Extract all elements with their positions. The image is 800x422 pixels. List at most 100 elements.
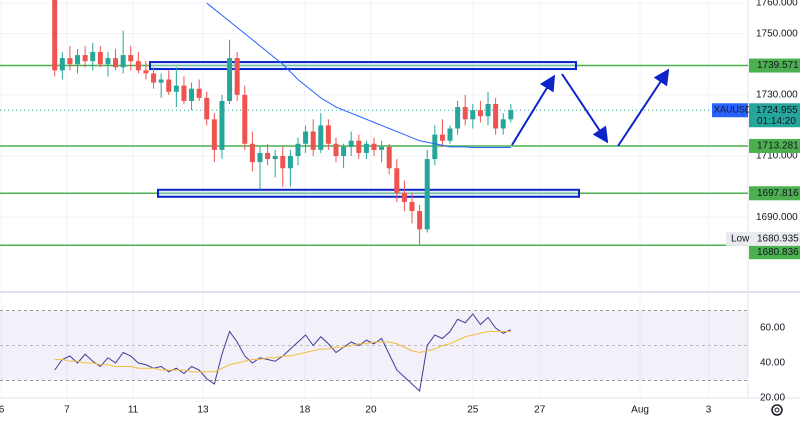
x-tick-label: 6 bbox=[0, 405, 5, 416]
zone-box bbox=[157, 188, 580, 198]
candle-body bbox=[204, 97, 210, 120]
candle-body bbox=[439, 134, 445, 141]
x-tick-label: 20 bbox=[365, 405, 377, 416]
candle-body bbox=[386, 146, 392, 169]
settings-icon[interactable] bbox=[771, 404, 783, 416]
y-tick-label: 1730.000 bbox=[756, 89, 798, 100]
candle-body bbox=[356, 140, 362, 153]
candle-body bbox=[128, 55, 134, 62]
candle-body bbox=[158, 79, 164, 83]
candle-body bbox=[333, 143, 339, 157]
rsi-smoothing bbox=[54, 331, 511, 373]
candle-body bbox=[303, 131, 309, 144]
level-tag bbox=[749, 138, 800, 153]
symbol-tag bbox=[712, 103, 748, 118]
rsi-tick-label: 20.00 bbox=[760, 393, 785, 404]
candle-body bbox=[470, 110, 476, 120]
level-label: 1680.836 bbox=[757, 247, 799, 258]
zone-box bbox=[149, 61, 577, 71]
candle-body bbox=[90, 52, 96, 62]
candle-body bbox=[341, 146, 347, 157]
moving-average bbox=[206, 2, 511, 148]
candle-body bbox=[219, 100, 225, 150]
y-tick-label: 1690.000 bbox=[756, 212, 798, 223]
candle-body bbox=[67, 58, 73, 65]
candle-body bbox=[181, 85, 187, 101]
candle-body bbox=[417, 211, 423, 230]
x-tick-label: 27 bbox=[534, 405, 546, 416]
candle-body bbox=[59, 58, 65, 71]
projection-arrows bbox=[511, 68, 670, 147]
low-tag bbox=[726, 231, 800, 246]
rsi-tick-label: 60.00 bbox=[760, 323, 785, 334]
price-label: 1724.955 bbox=[756, 105, 798, 116]
x-tick-label: 3 bbox=[706, 405, 712, 416]
countdown-label: 01:14:20 bbox=[757, 116, 796, 127]
candle-body bbox=[166, 79, 172, 92]
candle-body bbox=[52, 0, 58, 71]
y-tick-label: 1750.000 bbox=[756, 28, 798, 39]
candle-body bbox=[462, 107, 468, 120]
candle-body bbox=[242, 94, 248, 144]
y-tick-label: 1710.000 bbox=[756, 151, 798, 162]
grid bbox=[0, 0, 748, 398]
candle-body bbox=[394, 168, 400, 193]
gear[interactable] bbox=[771, 404, 783, 416]
x-tick-label: Aug bbox=[631, 405, 649, 416]
x-tick-label: 25 bbox=[467, 405, 479, 416]
candle-body bbox=[295, 143, 301, 157]
candle-body bbox=[325, 125, 331, 144]
price-tag bbox=[749, 103, 800, 128]
level-tag bbox=[749, 186, 800, 201]
candle-body bbox=[447, 128, 453, 141]
symbol-label: XAUUSD bbox=[714, 105, 752, 115]
candle-body bbox=[272, 156, 278, 160]
candle-body bbox=[196, 88, 202, 98]
candle-body bbox=[379, 146, 385, 150]
gear-hub[interactable] bbox=[774, 407, 780, 413]
candle-body bbox=[348, 140, 354, 147]
level-tag bbox=[749, 58, 800, 73]
candle-body bbox=[287, 156, 293, 169]
candle-body bbox=[401, 192, 407, 202]
candle-body bbox=[75, 55, 81, 65]
rsi-tick-label: 40.00 bbox=[760, 358, 785, 369]
candle-body bbox=[363, 143, 369, 153]
candle-body bbox=[82, 55, 88, 62]
candle-body bbox=[211, 119, 217, 150]
candle-body bbox=[310, 131, 316, 150]
price-pane bbox=[0, 0, 748, 246]
candle-body bbox=[485, 104, 491, 117]
arrow bbox=[511, 74, 556, 146]
x-tick-label: 11 bbox=[128, 405, 139, 416]
candle-body bbox=[280, 156, 286, 169]
candle-body bbox=[151, 73, 157, 83]
arrow bbox=[617, 68, 670, 147]
candle-body bbox=[500, 119, 506, 129]
candle-body bbox=[257, 152, 263, 163]
candle-body bbox=[234, 58, 240, 95]
candle-body bbox=[477, 110, 483, 117]
candle-body bbox=[409, 201, 415, 212]
x-tick-label: 13 bbox=[197, 405, 209, 416]
candle-body bbox=[113, 58, 119, 68]
candle-body bbox=[173, 85, 179, 92]
candle-body bbox=[318, 125, 324, 150]
candle-body bbox=[105, 58, 111, 65]
candle-body bbox=[432, 134, 438, 160]
level-label: 1697.816 bbox=[757, 188, 799, 199]
arrow bbox=[561, 73, 609, 144]
candle-body bbox=[455, 107, 461, 129]
candle-body bbox=[120, 55, 126, 68]
low-name: Low bbox=[731, 234, 750, 245]
x-tick-label: 7 bbox=[64, 405, 70, 416]
level-tag bbox=[749, 245, 800, 260]
rsi-pane bbox=[54, 313, 512, 392]
level-label: 1739.571 bbox=[757, 60, 799, 71]
level-label: 1713.281 bbox=[757, 141, 799, 152]
candle-body bbox=[493, 104, 499, 129]
low-value: 1680.935 bbox=[757, 234, 799, 245]
candle-body bbox=[508, 110, 514, 120]
